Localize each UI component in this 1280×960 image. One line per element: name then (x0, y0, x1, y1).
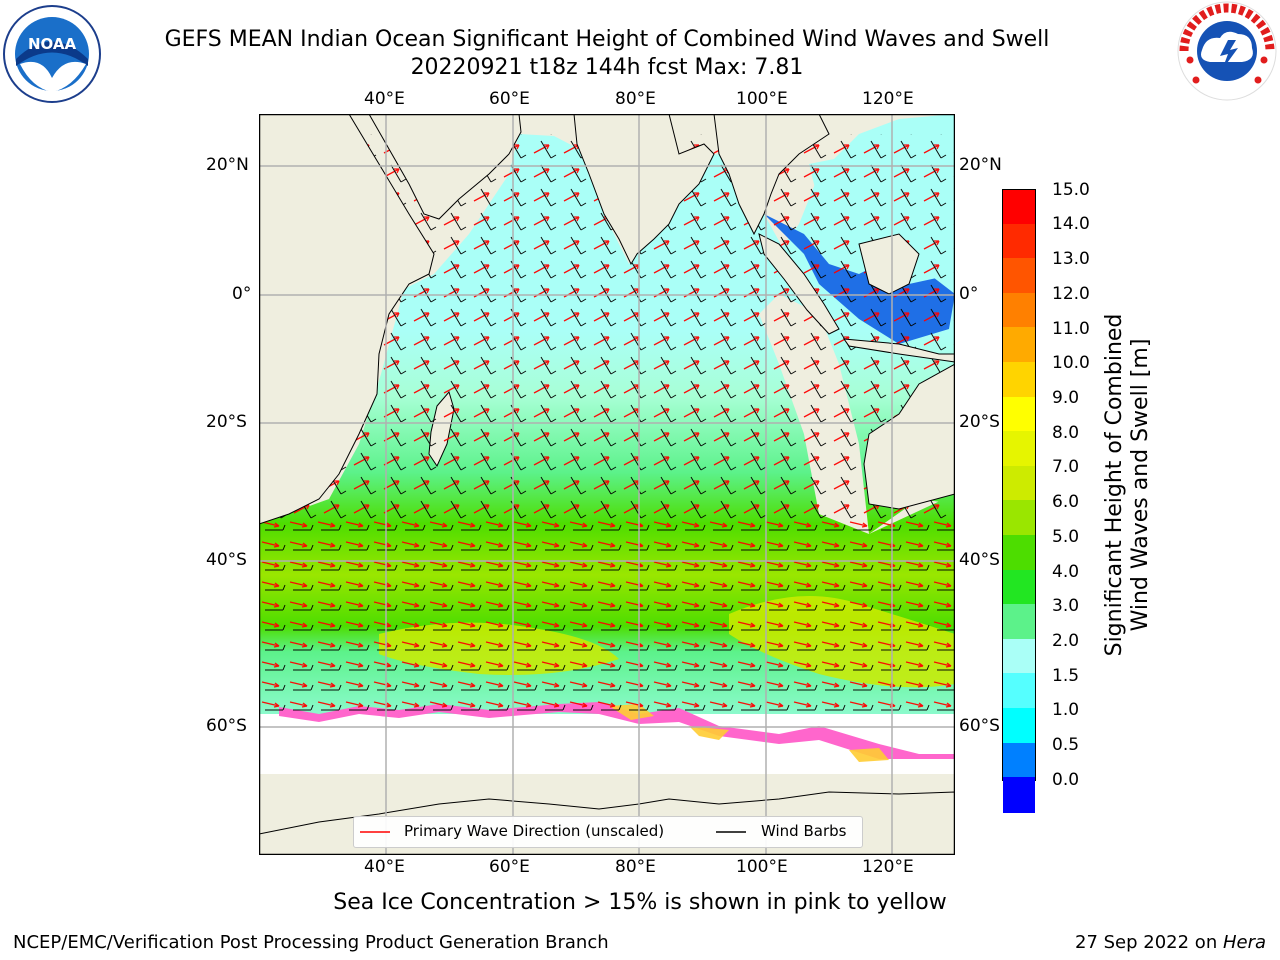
southeast-asia (713, 114, 830, 236)
footer-date: 27 Sep 2022 on Hera (1075, 932, 1266, 953)
left-lat-label: 20°S (206, 412, 247, 432)
colorbar-title-line1: Significant Height of Combined (1102, 313, 1127, 657)
map-legend: Primary Wave Direction (unscaled) Wind B… (353, 816, 863, 848)
colorbar-tick: 3.0 (1052, 596, 1080, 616)
top-lon-label: 40°E (364, 89, 405, 109)
colorbar-tick: 11.0 (1052, 319, 1090, 339)
graticule (259, 114, 955, 855)
borneo-java (842, 233, 955, 363)
bottom-lon-label: 100°E (736, 857, 788, 877)
map-panel (259, 114, 955, 855)
bottom-lon-label: 60°E (489, 857, 530, 877)
colorbar-tick: 0.5 (1052, 735, 1080, 755)
sumatra (758, 233, 840, 335)
colorbar (1002, 189, 1036, 814)
india (573, 114, 715, 266)
colorbar-tick: 13.0 (1052, 249, 1090, 269)
right-lat-label: 20°S (959, 412, 1000, 432)
sea-ice-note: Sea Ice Concentration > 15% is shown in … (333, 890, 947, 915)
colorbar-tick: 10.0 (1052, 353, 1090, 373)
chart-title: GEFS MEAN Indian Ocean Significant Heigh… (164, 27, 1050, 52)
chart-subtitle-run-info: 20220921 t18z 144h fcst Max: 7.81 (410, 55, 804, 80)
africa (259, 114, 435, 525)
footer-host: Hera (1222, 932, 1266, 953)
noaa-logo: NOAA (2, 4, 102, 104)
colorbar-tick: 5.0 (1052, 527, 1080, 547)
top-lon-label: 120°E (862, 89, 914, 109)
right-lat-label: 20°N (959, 155, 1002, 175)
top-lon-label: 80°E (615, 89, 656, 109)
left-lat-label: 40°S (206, 550, 247, 570)
australia (863, 363, 955, 510)
right-lat-label: 60°S (959, 716, 1000, 736)
legend-barb-label: Wind Barbs (761, 822, 847, 840)
colorbar-title-line2: Wind Waves and Swell [m] (1128, 338, 1153, 632)
colorbar-tick: 1.5 (1052, 666, 1080, 686)
top-lon-label: 100°E (736, 89, 788, 109)
colorbar-tick: 12.0 (1052, 284, 1090, 304)
colorbar-tick: 0.0 (1052, 770, 1080, 790)
top-lon-label: 60°E (489, 89, 530, 109)
colorbar-tick: 8.0 (1052, 423, 1080, 443)
footer-date-text: 27 Sep 2022 on (1075, 932, 1223, 953)
svg-text:NOAA: NOAA (28, 35, 77, 53)
footer-credit: NCEP/EMC/Verification Post Processing Pr… (13, 932, 609, 953)
colorbar-tick: 2.0 (1052, 631, 1080, 651)
left-lat-label: 60°S (206, 716, 247, 736)
colorbar-tick: 1.0 (1052, 700, 1080, 720)
colorbar-tick: 9.0 (1052, 388, 1080, 408)
colorbar-tick: 4.0 (1052, 562, 1080, 582)
colorbar-tick: 15.0 (1052, 180, 1090, 200)
colorbar-tick: 6.0 (1052, 492, 1080, 512)
bottom-lon-label: 80°E (615, 857, 656, 877)
colorbar-tick: 7.0 (1052, 457, 1080, 477)
nws-logo (1176, 0, 1278, 102)
right-lat-label: 0° (959, 284, 979, 304)
bottom-lon-label: 40°E (364, 857, 405, 877)
left-lat-label: 0° (232, 284, 252, 304)
left-lat-label: 20°N (206, 155, 249, 175)
colorbar-tick: 14.0 (1052, 214, 1090, 234)
map-frame (259, 114, 955, 855)
right-lat-label: 40°S (959, 550, 1000, 570)
bottom-lon-label: 120°E (862, 857, 914, 877)
legend-wave-label: Primary Wave Direction (unscaled) (404, 822, 665, 840)
